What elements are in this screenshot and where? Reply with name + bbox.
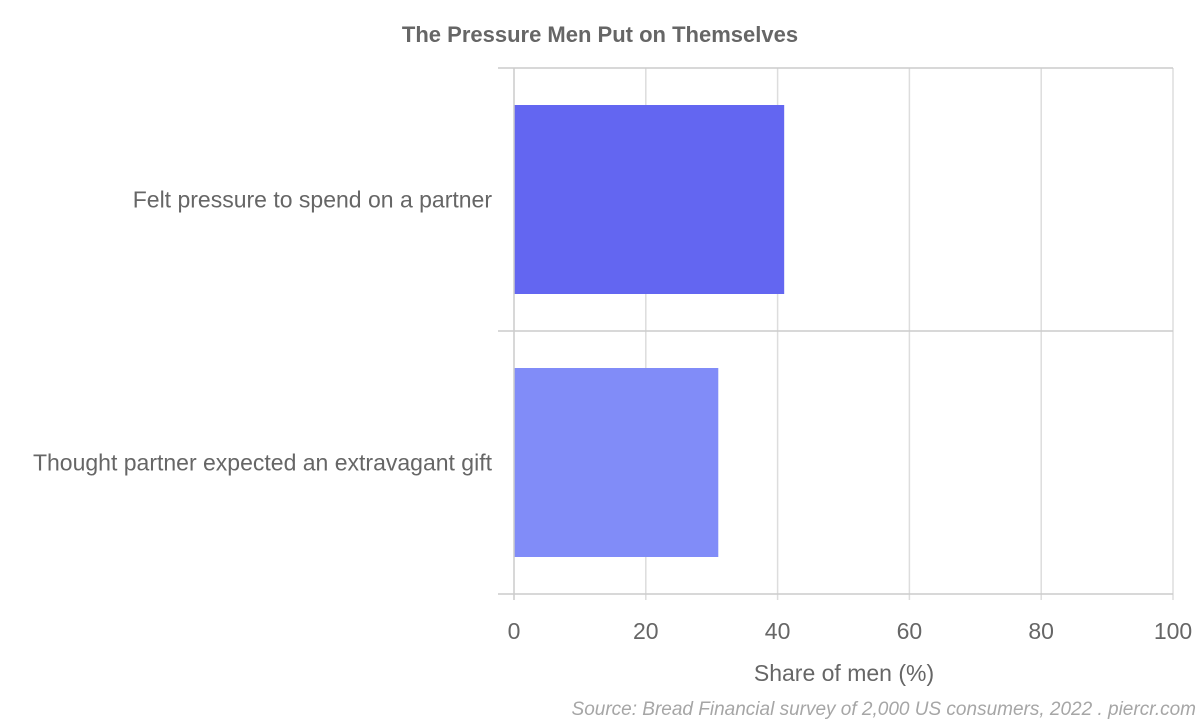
x-tick-label: 80 — [1028, 618, 1054, 644]
axes — [498, 67, 1173, 600]
bar-2 — [514, 368, 719, 557]
x-tick-label: 100 — [1154, 618, 1192, 644]
x-tick-label: 40 — [765, 618, 791, 644]
bars — [514, 105, 785, 557]
category-labels: Felt pressure to spend on a partner Thoug… — [33, 187, 493, 476]
category-label: Thought partner expected an extravagant … — [33, 450, 493, 476]
x-tick-labels: 0 20 40 60 80 100 — [508, 618, 1193, 644]
x-axis-label: Share of men (%) — [754, 660, 934, 686]
x-tick-label: 60 — [897, 618, 923, 644]
category-label: Felt pressure to spend on a partner — [133, 187, 493, 213]
bar-1 — [514, 105, 785, 294]
chart-title: The Pressure Men Put on Themselves — [402, 22, 798, 47]
x-tick-label: 0 — [508, 618, 521, 644]
x-tick-label: 20 — [633, 618, 659, 644]
source-note: Source: Bread Financial survey of 2,000 … — [572, 699, 1196, 720]
